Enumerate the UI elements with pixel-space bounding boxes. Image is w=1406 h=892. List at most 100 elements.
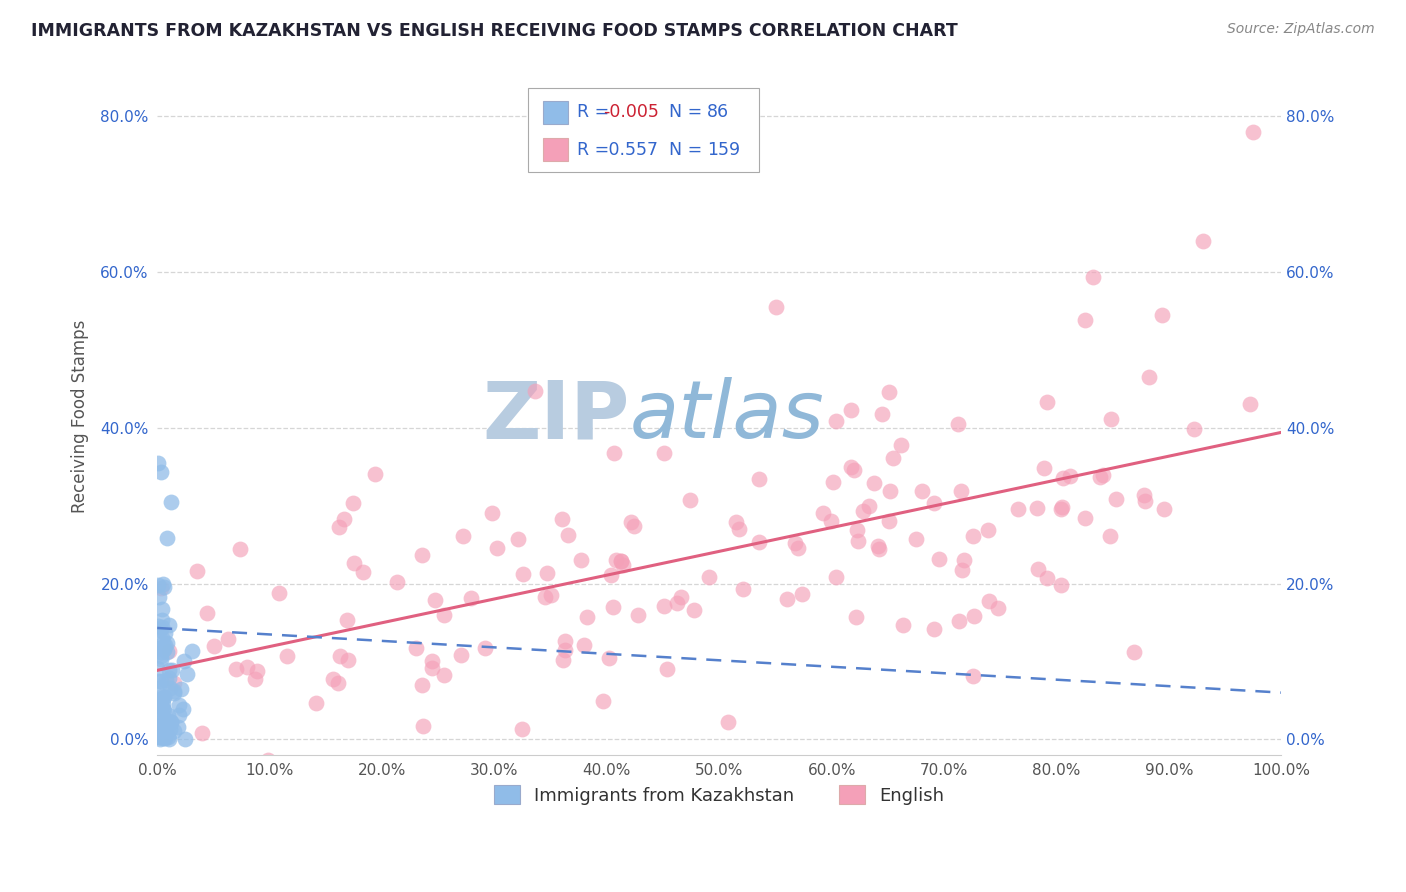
Point: [882, 450, 904, 465]
FancyBboxPatch shape: [543, 138, 568, 161]
Point: [152, 723, 174, 737]
Point: [717, 715, 740, 730]
Point: [148, 729, 170, 743]
Point: [554, 634, 576, 648]
Point: [364, 467, 387, 482]
Point: [155, 673, 177, 687]
Point: [1026, 562, 1049, 576]
Point: [148, 578, 170, 592]
Point: [152, 731, 174, 745]
Point: [1105, 491, 1128, 506]
Point: [405, 641, 427, 656]
Point: [156, 636, 179, 650]
Point: [852, 504, 875, 518]
FancyBboxPatch shape: [543, 101, 568, 123]
Point: [652, 599, 675, 613]
Point: [1032, 460, 1054, 475]
Point: [160, 664, 183, 678]
Point: [411, 548, 433, 562]
Point: [243, 672, 266, 686]
Point: [433, 607, 456, 622]
Point: [150, 714, 173, 729]
Point: [1052, 471, 1074, 485]
Point: [157, 618, 180, 632]
Point: [150, 673, 173, 688]
Point: [433, 667, 456, 681]
Point: [152, 710, 174, 724]
Point: [150, 718, 173, 732]
Point: [148, 724, 170, 739]
Point: [877, 515, 900, 529]
Point: [846, 523, 869, 537]
Text: Source: ZipAtlas.com: Source: ZipAtlas.com: [1227, 22, 1375, 37]
Point: [872, 407, 894, 421]
Point: [146, 456, 169, 470]
Point: [159, 681, 181, 696]
Point: [172, 702, 194, 716]
Point: [149, 652, 172, 666]
Point: [905, 532, 928, 546]
Point: [148, 640, 170, 655]
Point: [146, 729, 169, 743]
Point: [229, 542, 252, 557]
Point: [149, 714, 172, 729]
Point: [1133, 494, 1156, 508]
Point: [890, 438, 912, 452]
Point: [863, 475, 886, 490]
Point: [765, 300, 787, 314]
Point: [790, 586, 813, 600]
Text: -0.005: -0.005: [603, 103, 659, 121]
Point: [891, 617, 914, 632]
Point: [1059, 468, 1081, 483]
Point: [150, 645, 173, 659]
Point: [149, 649, 172, 664]
Point: [153, 690, 176, 704]
Point: [150, 689, 173, 703]
Point: [697, 570, 720, 584]
Point: [156, 730, 179, 744]
Point: [387, 574, 409, 589]
Point: [922, 622, 945, 636]
Text: N =: N =: [669, 141, 702, 159]
Point: [152, 690, 174, 705]
Point: [1123, 645, 1146, 659]
Point: [153, 642, 176, 657]
Point: [533, 591, 555, 605]
Point: [841, 459, 863, 474]
Point: [683, 603, 706, 617]
Point: [153, 580, 176, 594]
Text: 159: 159: [707, 141, 740, 159]
Point: [276, 648, 298, 663]
Point: [149, 728, 172, 742]
Point: [553, 653, 575, 667]
Point: [152, 718, 174, 732]
Point: [1191, 234, 1213, 248]
Point: [1241, 125, 1264, 139]
Point: [180, 644, 202, 658]
Y-axis label: Receiving Food Stamps: Receiving Food Stamps: [72, 319, 89, 513]
Point: [811, 506, 834, 520]
Point: [620, 515, 643, 529]
Point: [148, 731, 170, 746]
Point: [328, 676, 350, 690]
Point: [486, 541, 509, 555]
Point: [155, 731, 177, 745]
Point: [679, 493, 702, 508]
Text: ZIP: ZIP: [482, 377, 630, 455]
Text: N =: N =: [669, 103, 702, 121]
Point: [146, 673, 169, 688]
Point: [508, 533, 530, 547]
Point: [173, 655, 195, 669]
Point: [652, 446, 675, 460]
Point: [868, 541, 890, 556]
Point: [162, 686, 184, 700]
Point: [148, 681, 170, 695]
Point: [150, 620, 173, 634]
Point: [149, 698, 172, 713]
Text: 86: 86: [707, 103, 730, 121]
Point: [146, 731, 169, 745]
Point: [343, 556, 366, 570]
Point: [159, 722, 181, 736]
Point: [785, 536, 807, 550]
Point: [610, 554, 633, 568]
